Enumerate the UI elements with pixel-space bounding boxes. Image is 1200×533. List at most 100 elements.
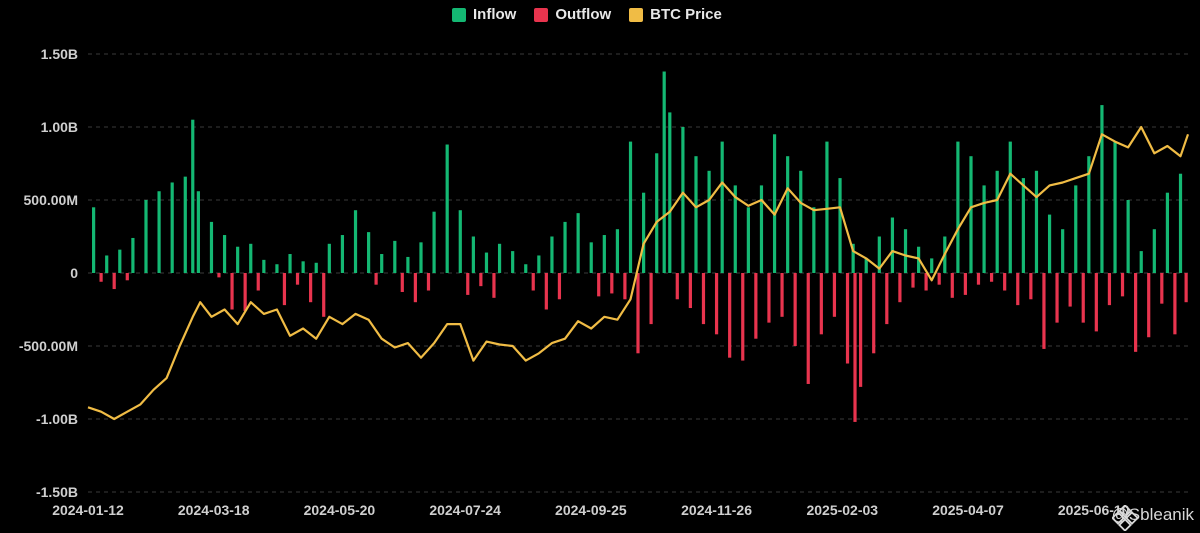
outflow-bar[interactable]: [322, 273, 326, 317]
inflow-bar[interactable]: [1139, 251, 1143, 273]
outflow-bar[interactable]: [741, 273, 745, 361]
outflow-bar[interactable]: [492, 273, 496, 298]
inflow-bar[interactable]: [890, 217, 895, 273]
outflow-bar[interactable]: [112, 273, 116, 290]
inflow-bar[interactable]: [144, 200, 148, 273]
inflow-bar[interactable]: [511, 251, 515, 273]
inflow-bar[interactable]: [1126, 200, 1130, 273]
outflow-bar[interactable]: [1055, 273, 1059, 323]
inflow-bar[interactable]: [353, 210, 358, 273]
outflow-bar[interactable]: [230, 273, 234, 310]
outflow-bar[interactable]: [531, 273, 535, 291]
outflow-bar[interactable]: [610, 273, 614, 294]
outflow-bar[interactable]: [806, 273, 810, 384]
inflow-bar[interactable]: [393, 240, 397, 273]
legend-item-inflow[interactable]: Inflow: [452, 6, 516, 23]
inflow-bar[interactable]: [877, 236, 881, 274]
outflow-bar[interactable]: [217, 273, 221, 278]
outflow-bar[interactable]: [989, 273, 994, 282]
outflow-bar[interactable]: [544, 273, 548, 310]
inflow-bar[interactable]: [602, 235, 606, 273]
inflow-bar[interactable]: [301, 261, 305, 273]
inflow-bar[interactable]: [196, 191, 200, 273]
inflow-bar[interactable]: [550, 236, 554, 274]
inflow-bar[interactable]: [733, 185, 737, 273]
outflow-bar[interactable]: [125, 273, 129, 281]
outflow-bar[interactable]: [1147, 273, 1151, 338]
legend-item-outflow[interactable]: Outflow: [534, 6, 611, 23]
outflow-bar[interactable]: [845, 273, 850, 364]
outflow-bar[interactable]: [374, 273, 378, 285]
outflow-bar[interactable]: [688, 273, 692, 309]
inflow-bar[interactable]: [262, 259, 266, 273]
inflow-bar[interactable]: [458, 210, 462, 273]
outflow-bar[interactable]: [675, 273, 679, 300]
outflow-bar[interactable]: [911, 273, 915, 288]
outflow-bar[interactable]: [413, 273, 417, 303]
outflow-bar[interactable]: [1016, 273, 1020, 306]
inflow-bar[interactable]: [812, 207, 816, 273]
inflow-bar[interactable]: [995, 170, 999, 273]
inflow-bar[interactable]: [576, 213, 580, 273]
inflow-bar[interactable]: [851, 243, 855, 273]
inflow-bar[interactable]: [191, 119, 195, 273]
inflow-bar[interactable]: [746, 207, 750, 273]
outflow-bar[interactable]: [99, 273, 103, 282]
inflow-bar[interactable]: [484, 252, 489, 273]
inflow-bar[interactable]: [524, 264, 528, 273]
outflow-bar[interactable]: [832, 273, 837, 317]
inflow-bar[interactable]: [1087, 156, 1091, 273]
inflow-bar[interactable]: [105, 255, 109, 273]
inflow-bar[interactable]: [799, 170, 803, 273]
inflow-bar[interactable]: [380, 254, 384, 273]
outflow-bar[interactable]: [1042, 273, 1046, 349]
outflow-bar[interactable]: [1134, 273, 1138, 352]
outflow-bar[interactable]: [950, 273, 954, 298]
outflow-bar[interactable]: [714, 273, 719, 335]
inflow-bar[interactable]: [825, 141, 829, 273]
btc-price-line[interactable]: [87, 125, 1190, 421]
inflow-bar[interactable]: [236, 246, 240, 273]
inflow-bar[interactable]: [275, 264, 279, 273]
inflow-bar[interactable]: [615, 229, 620, 273]
outflow-bar[interactable]: [649, 273, 653, 325]
outflow-bar[interactable]: [937, 273, 941, 285]
inflow-bar[interactable]: [628, 141, 633, 273]
inflow-bar[interactable]: [157, 191, 161, 273]
inflow-bar[interactable]: [537, 255, 541, 273]
outflow-bar[interactable]: [1184, 273, 1188, 303]
inflow-bar[interactable]: [118, 249, 122, 273]
inflow-bar[interactable]: [563, 221, 567, 273]
inflow-bar[interactable]: [969, 156, 973, 273]
outflow-bar[interactable]: [780, 273, 784, 317]
outflow-bar[interactable]: [754, 273, 758, 339]
outflow-bar[interactable]: [400, 273, 404, 292]
inflow-bar[interactable]: [759, 185, 764, 273]
inflow-bar[interactable]: [183, 176, 187, 273]
inflow-bar[interactable]: [720, 141, 724, 273]
outflow-bar[interactable]: [976, 273, 981, 285]
inflow-bar[interactable]: [642, 192, 646, 273]
inflow-bar[interactable]: [786, 156, 790, 273]
inflow-bar[interactable]: [681, 127, 685, 273]
inflow-bar[interactable]: [1021, 178, 1025, 273]
inflow-bar[interactable]: [668, 112, 672, 274]
inflow-bar[interactable]: [982, 185, 986, 273]
outflow-bar[interactable]: [466, 273, 470, 295]
inflow-bar[interactable]: [772, 134, 777, 273]
inflow-bar[interactable]: [662, 71, 666, 274]
outflow-bar[interactable]: [767, 273, 771, 323]
inflow-bar[interactable]: [1074, 185, 1078, 273]
inflow-bar[interactable]: [432, 211, 436, 273]
outflow-bar[interactable]: [1003, 273, 1007, 291]
inflow-bar[interactable]: [327, 243, 331, 273]
inflow-bar[interactable]: [1061, 229, 1065, 273]
inflow-bar[interactable]: [419, 242, 423, 273]
inflow-bar[interactable]: [92, 207, 96, 273]
outflow-bar[interactable]: [309, 273, 313, 303]
outflow-bar[interactable]: [859, 273, 863, 387]
inflow-bar[interactable]: [222, 235, 227, 273]
inflow-bar[interactable]: [707, 170, 711, 273]
outflow-bar[interactable]: [793, 273, 797, 346]
inflow-bar[interactable]: [445, 144, 449, 273]
